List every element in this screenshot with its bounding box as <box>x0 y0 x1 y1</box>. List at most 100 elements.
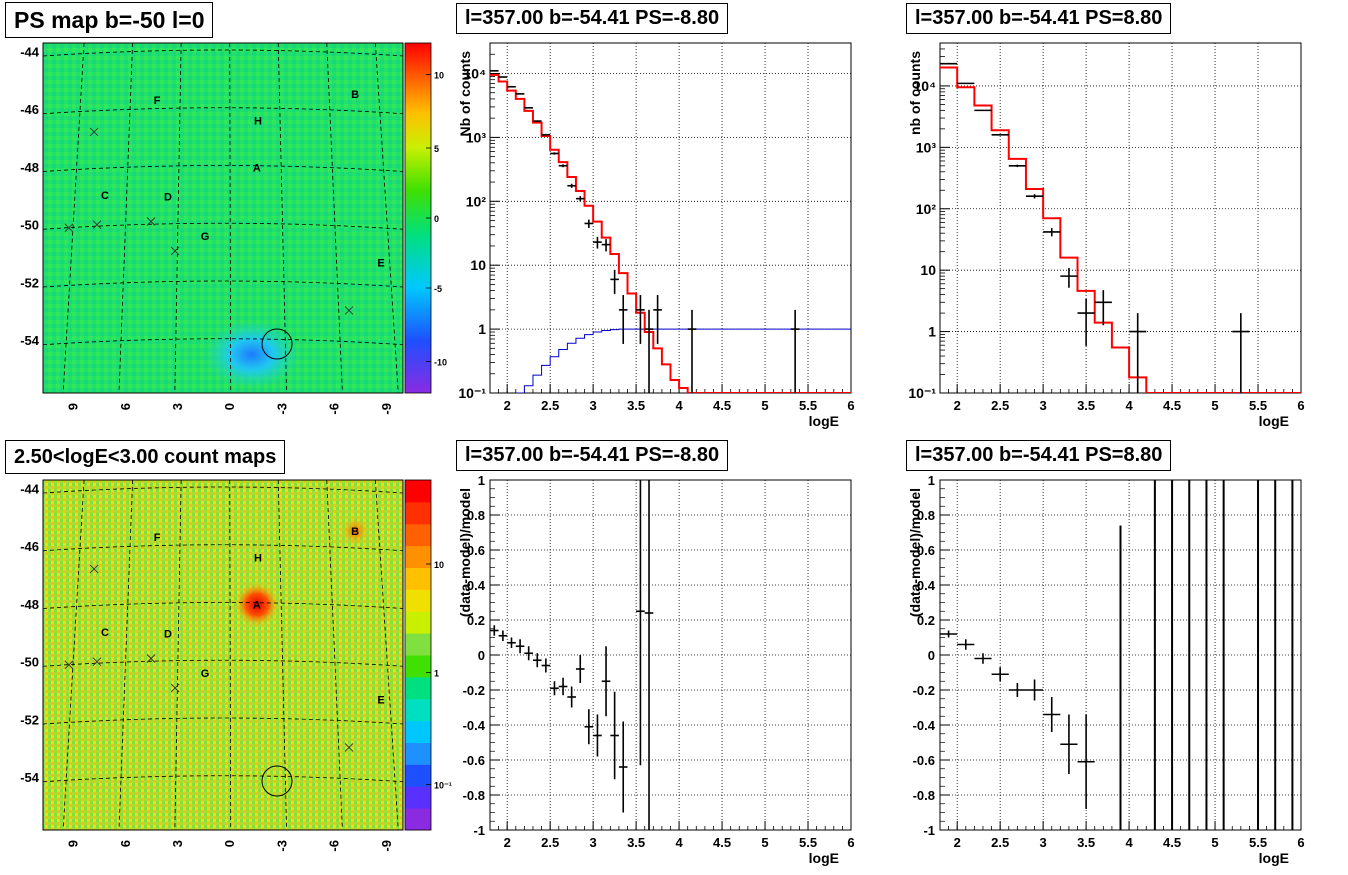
map-bottom-lon-tick: -3 <box>274 840 289 852</box>
map-top-lat-tick: -54 <box>20 333 40 348</box>
spectrum-right-ytick-label: 10⁻¹ <box>908 385 936 401</box>
spectrum-right-data-point <box>1060 268 1078 288</box>
map-top-lon-tick: 3 <box>170 403 185 410</box>
spectrum-left-ylabel: Nb of counts <box>457 51 473 137</box>
spectrum-left-xtick-label: 5 <box>761 398 768 413</box>
map-top-source-cross <box>92 220 102 229</box>
spectrum-left-xtick-label: 4.5 <box>713 398 731 413</box>
map-bottom-source-cross <box>92 657 102 666</box>
spectrum-right-ylabel: nb of counts <box>907 51 923 135</box>
spectrum-left-data-point <box>593 236 602 249</box>
ratio-right-xtick-label: 3.5 <box>1077 835 1095 850</box>
spectrum-right-data-point <box>957 82 975 85</box>
spectrum-right-xtick-label: 4 <box>1125 398 1133 413</box>
map-top-source-cross <box>146 217 156 226</box>
spectrum-right-panel: 2 2.5 3 3.5 4 4.5 5 5.5 6 10⁻¹ 1 10 10² 10³ 10⁴ logE nb … <box>907 42 1305 429</box>
spectrum-right-xtick-label: 2.5 <box>991 398 1009 413</box>
ratio-left-data-point <box>593 714 602 757</box>
map-bottom-image <box>42 479 404 831</box>
map-top-lat-tick: -52 <box>20 275 39 290</box>
spectrum-left-data-point <box>558 164 568 168</box>
spectrum-right-ytick-label: 1 <box>928 324 936 340</box>
ratio-left-xtick-label: 3 <box>590 835 597 850</box>
spectrum-right-xtick-label: 5.5 <box>1249 398 1267 413</box>
ratio-left-ytick-label: -0.8 <box>463 788 485 803</box>
map-top-source-cross <box>89 127 99 137</box>
spectrum-right-data-point <box>1129 313 1147 393</box>
ratio-left-xtick-label: 5.5 <box>799 835 817 850</box>
spectrum-left-data-point <box>532 120 542 122</box>
ratio-left-data-point <box>498 630 508 641</box>
ratio-left-data-point <box>618 721 628 813</box>
ratio-left-ytick-label: -0.6 <box>463 753 485 768</box>
spectrum-left-xtick-label: 3.5 <box>627 398 645 413</box>
map-bottom-source-label: G <box>201 668 210 680</box>
map-bottom-excess-region <box>341 517 370 546</box>
map-bottom-excess-region <box>234 582 279 627</box>
spectrum-left-data-point <box>507 85 516 88</box>
map-bottom-source-cross <box>89 564 99 574</box>
ratio-right-ytick-label: 0.6 <box>917 543 935 558</box>
spectrum-right-xtick-label: 5 <box>1211 398 1218 413</box>
map-bottom-colorbar-label: 10 <box>434 560 444 570</box>
ratio-right-title: l=357.00 b=-54.41 PS=8.80 <box>906 440 1172 471</box>
map-bottom-lat-tick: -46 <box>20 539 39 554</box>
spectrum-left-data-point <box>687 309 697 393</box>
spectrum-left-data-point <box>575 196 585 202</box>
map-bottom-lat-tick: -52 <box>20 712 39 727</box>
ratio-left-ytick-label: -1 <box>473 823 485 838</box>
ratio-left-title: l=357.00 b=-54.41 PS=-8.80 <box>456 440 729 471</box>
ratio-left-xtick-label: 3.5 <box>627 835 645 850</box>
map-bottom-source-cross <box>344 743 354 752</box>
spectrum-right-data-point <box>1043 228 1061 237</box>
map-bottom-source-cross <box>170 683 180 693</box>
spectrum-right-data-point <box>1094 290 1112 326</box>
spectrum-left-data-point <box>601 239 611 252</box>
ratio-left-data-point <box>644 480 654 830</box>
spectrum-left-data-point <box>653 295 662 344</box>
map-top-source-label: E <box>377 257 384 269</box>
spectrum-right-xtick-label: 3 <box>1040 398 1047 413</box>
ratio-left-data-point <box>567 686 576 708</box>
map-bottom-lon-tick: 9 <box>66 840 81 847</box>
map-top-lat-tick: -44 <box>20 44 40 59</box>
ratio-right-data-point <box>1077 714 1095 809</box>
map-bottom-lon-line <box>277 479 287 831</box>
ratio-left-plot-area <box>490 480 654 830</box>
map-bottom-source-label: D <box>164 629 172 641</box>
map-top-excess-region <box>203 320 300 389</box>
spectrum-left-model-histogram <box>490 73 851 393</box>
map-top-source-label: C <box>101 190 109 202</box>
ratio-left-data-point <box>558 677 568 696</box>
spectrum-right-data-point <box>1077 298 1095 346</box>
spectrum-right-plot-area <box>940 62 1301 393</box>
ratio-left-xtick-label: 2 <box>504 835 511 850</box>
spectrum-right-data-point <box>1232 313 1250 393</box>
map-bottom-colorbar-label: 1 <box>434 669 439 679</box>
spectrum-right-xtick-label: 4.5 <box>1163 398 1181 413</box>
map-top-target-circle <box>261 328 293 360</box>
spectrum-right-xtick-label: 3.5 <box>1077 398 1095 413</box>
spectrum-left-data-point <box>790 309 800 393</box>
map-top-panel: A B C D E F G H -44 -46 -48 -50 -52 -54 9 6 3 0 -3 -6 -9 10 5 0… <box>20 42 447 415</box>
map-bottom-panel: A B C D E F G H -44 -46 -48 -50 -52 -54 9 6 3 0 -3 -6 -9 10 1 1… <box>20 479 452 852</box>
spectrum-right-data-point <box>1025 194 1044 199</box>
map-top-source-cross <box>344 306 354 315</box>
ratio-right-xtick-label: 5 <box>1211 835 1218 850</box>
map-bottom-lat-tick: -54 <box>20 770 40 785</box>
map-bottom-lon-tick: 6 <box>118 840 133 847</box>
ratio-right-xlabel: logE <box>1259 850 1289 866</box>
spectrum-right-xtick-label: 2 <box>954 398 961 413</box>
spectrum-left-data-point <box>524 107 533 109</box>
map-bottom-lon-line <box>118 479 134 831</box>
ratio-left-data-point <box>550 681 559 696</box>
ratio-right-data-point <box>1025 679 1044 701</box>
map-top-lon-tick: 9 <box>66 403 81 410</box>
map-top-lon-line <box>62 42 85 394</box>
ratio-left-data-point <box>575 655 585 683</box>
spectrum-left-ytick-label: 10³ <box>466 129 487 145</box>
ratio-right-ytick-label: -0.6 <box>913 753 935 768</box>
map-top-source-label: G <box>201 231 210 243</box>
ratio-left-xlabel: logE <box>809 850 839 866</box>
ratio-left-xtick-label: 5 <box>761 835 768 850</box>
